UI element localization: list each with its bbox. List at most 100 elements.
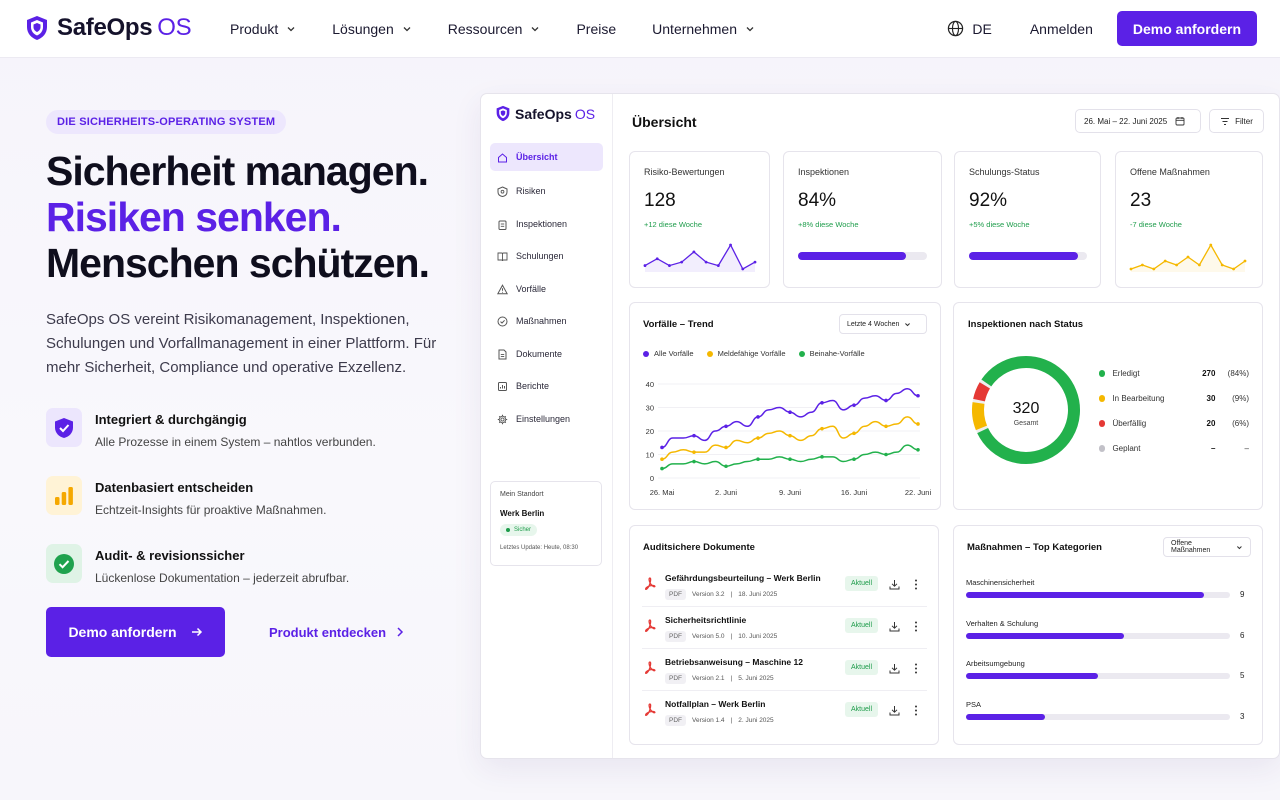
more-options-icon[interactable]: [914, 705, 918, 716]
sidebar-item-9[interactable]: Einstellungen: [490, 405, 603, 433]
series-point: [884, 398, 888, 403]
sidebar-item-5[interactable]: Vorfälle: [490, 275, 603, 303]
kpi-card-inspections[interactable]: Inspektionen 84% +8% diese Woche: [783, 151, 942, 288]
sparkline-point: [1186, 255, 1190, 259]
sidebar-item-1[interactable]: Übersicht: [490, 143, 603, 171]
download-icon[interactable]: [889, 705, 900, 716]
more-options-icon[interactable]: [914, 663, 918, 674]
nav-ressourcen[interactable]: Ressourcen: [448, 21, 541, 37]
demo-request-button[interactable]: Demo anfordern: [1116, 11, 1257, 46]
demo-request-cta-button[interactable]: Demo anfordern: [46, 607, 225, 657]
headline-line-2: Risiken senken.: [46, 194, 342, 240]
category-bar-fill: [966, 714, 1046, 720]
date-range-picker[interactable]: 26. Mai – 22. Juni 2025: [1075, 109, 1201, 133]
series-point: [660, 457, 664, 461]
document-row[interactable]: Betriebsanweisung – Maschine 12 PDF Versio…: [642, 655, 927, 691]
pdf-file-icon: [644, 577, 656, 590]
document-meta: PDF Version 5.0 | 10. Juni 2025: [665, 631, 777, 642]
login-link[interactable]: Anmelden: [1029, 20, 1093, 37]
feature-list: Integriert & durchgängig Alle Prozesse i…: [46, 408, 466, 585]
category-filter-select[interactable]: Offene Maßnahmen: [1163, 537, 1251, 557]
period-select[interactable]: Letzte 4 Wochen: [839, 314, 927, 334]
sidebar-item-8[interactable]: Berichte: [490, 372, 603, 400]
report-icon: [498, 381, 507, 391]
feature-item: Audit- & revisionssicher Lückenlose Doku…: [46, 544, 466, 585]
document-row[interactable]: Sicherheitsrichtlinie PDF Version 5.0 | 10. …: [642, 613, 927, 649]
sparkline-point: [1163, 259, 1167, 263]
feature-description: Echtzeit-Insights für proaktive Maßnahme…: [95, 503, 327, 517]
date-range-label: 26. Mai – 22. Juni 2025: [1084, 116, 1168, 126]
sparkline-point: [1175, 263, 1178, 267]
status-dot: [506, 528, 510, 532]
dashboard-sidebar: SafeOps OS Übersicht Risiken Inspektionen Sc…: [481, 94, 613, 758]
trend-line-chart: 0 10 20 30 40 26. Mai 2. Juni 9. Juni 16. Juni 22…: [646, 380, 932, 497]
sidebar-item-label: Übersicht: [516, 152, 558, 162]
dashboard-preview: SafeOps OS Übersicht Risiken Inspektionen Sc…: [480, 93, 1280, 759]
category-bar-track: [966, 592, 1230, 598]
more-options-icon[interactable]: [914, 579, 918, 590]
language-label: DE: [972, 20, 992, 37]
brand-logo[interactable]: SafeOps OS: [26, 14, 192, 42]
more-options-icon[interactable]: [914, 621, 918, 632]
document-meta: PDF Version 2.1 | 5. Juni 2025: [665, 673, 774, 684]
document-status-badge: Aktuell: [845, 702, 879, 717]
document-row[interactable]: Notfallplan – Werk Berlin PDF Version 1.4 |…: [642, 697, 927, 733]
y-tick-label: 30: [646, 404, 654, 413]
warning-icon: [497, 283, 508, 294]
nav-preise[interactable]: Preise: [576, 21, 617, 37]
download-icon[interactable]: [889, 579, 900, 590]
category-value: 6: [1240, 631, 1245, 640]
kpi-card-risk[interactable]: Risiko-Bewertungen 128 +12 diese Woche: [629, 151, 770, 288]
status-percent: (6%): [1232, 419, 1249, 428]
document-icon: [498, 349, 507, 359]
series-line-1: [661, 387, 919, 449]
sparkline-point: [1220, 263, 1224, 267]
kpi-label: Schulungs-Status: [969, 167, 1040, 177]
sidebar-item-2[interactable]: Risiken: [490, 177, 603, 205]
legend-label: Meldefähige Vorfälle: [717, 349, 786, 358]
explore-product-link[interactable]: Produkt entdecken: [269, 625, 404, 640]
nav-loesungen[interactable]: Lösungen: [332, 21, 412, 37]
category-bar-track: [966, 633, 1230, 639]
category-filter-label: Offene Maßnahmen: [1171, 540, 1211, 554]
donut-segment: [977, 356, 1080, 464]
sidebar-item-6[interactable]: Maßnahmen: [490, 307, 603, 335]
location-card[interactable]: Mein Standort Werk Berlin Sicher Letztes…: [490, 481, 602, 566]
sparkline-point: [1209, 243, 1213, 247]
chevron-right-icon: [397, 627, 404, 637]
sidebar-item-label: Dokumente: [516, 349, 563, 359]
location-status: Sicher: [514, 527, 532, 533]
sparkline-point: [753, 260, 757, 264]
y-tick-label: 40: [646, 380, 654, 389]
kpi-card-training[interactable]: Schulungs-Status 92% +5% diese Woche: [954, 151, 1101, 288]
language-switcher[interactable]: DE: [947, 20, 992, 37]
filter-button[interactable]: Filter: [1209, 109, 1264, 133]
nav-unternehmen[interactable]: Unternehmen: [652, 21, 755, 37]
series-point: [756, 457, 760, 461]
nav-produkt[interactable]: Produkt: [230, 21, 296, 37]
kpi-card-open-actions[interactable]: Offene Maßnahmen 23 -7 diese Woche: [1115, 151, 1263, 288]
card-title: Auditsichere Dokumente: [643, 542, 755, 553]
sidebar-item-7[interactable]: Dokumente: [490, 340, 603, 368]
sparkline-point: [704, 260, 708, 264]
sidebar-item-3[interactable]: Inspektionen: [490, 210, 603, 238]
dashboard-brand: SafeOps OS: [496, 105, 595, 122]
sidebar-item-4[interactable]: Schulungen: [490, 242, 603, 270]
status-percent: (9%): [1232, 394, 1249, 403]
donut-segment: [973, 382, 991, 402]
series-point: [852, 457, 856, 461]
meta-separator: |: [730, 717, 733, 724]
download-icon[interactable]: [889, 621, 900, 632]
category-bar-track: [966, 714, 1230, 720]
feature-description: Alle Prozesse in einem System – nahtlos …: [95, 435, 376, 449]
legend-dot: [798, 350, 805, 357]
document-row[interactable]: Gefährdungsbeurteilung – Werk Berlin PDF V…: [642, 571, 927, 607]
feature-description: Lückenlose Dokumentation – jederzeit abr…: [95, 571, 350, 585]
legend-item: Beinahe-Vorfälle: [798, 349, 865, 358]
legend-dot: [706, 350, 713, 357]
globe-icon: [948, 20, 964, 37]
document-type: PDF: [665, 631, 686, 642]
download-icon[interactable]: [889, 663, 900, 674]
chevron-down-icon: [905, 322, 911, 326]
kpi-value: 84%: [798, 190, 837, 211]
